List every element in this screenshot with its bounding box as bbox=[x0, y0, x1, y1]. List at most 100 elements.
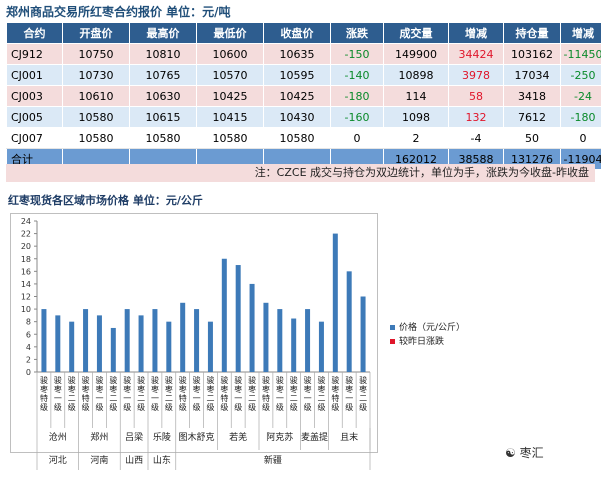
y-tick-label: 8 bbox=[26, 318, 31, 327]
city-label: 吕梁 bbox=[125, 431, 143, 443]
y-tick-label: 16 bbox=[21, 267, 31, 276]
quote-table: 合约 开盘价 最高价 最低价 收盘价 涨跌 成交量 增减 持仓量 增减 CJ912 10750 1081… bbox=[6, 22, 601, 170]
table-cell: -250 bbox=[560, 64, 601, 86]
table-cell: -4 bbox=[448, 127, 504, 149]
table-cell: 10615 bbox=[129, 106, 197, 128]
table-cell: 3978 bbox=[448, 64, 504, 86]
x-tick-label: 骏枣二级 bbox=[359, 375, 367, 412]
table-cell: 34424 bbox=[448, 43, 504, 65]
bar bbox=[194, 309, 200, 372]
bar bbox=[263, 302, 269, 372]
chart-title: 红枣现货各区域市场价格 单位：元/公斤 bbox=[8, 194, 203, 207]
bar bbox=[346, 271, 352, 372]
table-note: 注：CZCE 成交与持仓为双边统计，单位为手，涨跌为今收盘-昨收盘 bbox=[6, 164, 595, 182]
bar bbox=[318, 321, 324, 372]
table-cell: 17034 bbox=[503, 64, 561, 86]
y-tick-label: 4 bbox=[26, 343, 31, 352]
bar bbox=[41, 309, 47, 372]
table-cell: 10425 bbox=[263, 85, 331, 107]
x-tick-label: 骏枣一级 bbox=[95, 375, 103, 412]
x-tick-label: 骏枣一级 bbox=[193, 375, 201, 412]
table-cell: 10810 bbox=[129, 43, 197, 65]
page-title: 郑州商品交易所红枣合约报价 单位：元/吨 bbox=[6, 5, 231, 19]
bar bbox=[277, 309, 283, 372]
x-tick-label: 骏枣特级 bbox=[220, 375, 228, 412]
table-cell: 10415 bbox=[196, 106, 264, 128]
table-cell: 1098 bbox=[383, 106, 449, 128]
table-cell: 10765 bbox=[129, 64, 197, 86]
x-tick-label: 骏枣一级 bbox=[54, 375, 62, 412]
city-label: 麦盖提 bbox=[301, 431, 328, 443]
x-tick-label: 骏枣二级 bbox=[317, 375, 325, 412]
table-cell: 10750 bbox=[62, 43, 130, 65]
bar bbox=[124, 309, 130, 372]
y-tick-label: 0 bbox=[26, 368, 31, 377]
column-header: 持仓量 bbox=[503, 22, 561, 44]
y-tick-label: 24 bbox=[21, 217, 31, 226]
province-label: 山西 bbox=[125, 455, 143, 466]
x-tick-label: 骏枣二级 bbox=[109, 375, 117, 412]
bar bbox=[249, 283, 255, 372]
legend-swatch bbox=[390, 325, 395, 330]
table-cell: CJ001 bbox=[6, 64, 63, 86]
x-tick-label: 骏枣特级 bbox=[331, 375, 339, 412]
x-tick-label: 骏枣特级 bbox=[262, 375, 270, 412]
bar bbox=[207, 321, 213, 372]
bar bbox=[332, 233, 338, 372]
table-cell: 10730 bbox=[62, 64, 130, 86]
table-cell: 114 bbox=[383, 85, 449, 107]
province-label: 山东 bbox=[153, 454, 171, 466]
bar bbox=[235, 265, 241, 372]
x-tick-label: 骏枣特级 bbox=[82, 375, 90, 412]
table-cell: 10580 bbox=[263, 127, 331, 149]
bar bbox=[83, 309, 89, 372]
table-cell: 10600 bbox=[196, 43, 264, 65]
column-header: 收盘价 bbox=[263, 22, 331, 44]
table-cell: 149900 bbox=[383, 43, 449, 65]
table-header-row: 合约 开盘价 最高价 最低价 收盘价 涨跌 成交量 增减 持仓量 增减 bbox=[6, 22, 601, 44]
table-row: CJ001 10730 10765 10570 10595 -140 10898 3978 17… bbox=[6, 64, 601, 86]
bar bbox=[305, 309, 311, 372]
x-tick-label: 骏枣二级 bbox=[206, 375, 214, 412]
province-label: 河南 bbox=[90, 454, 108, 466]
bar bbox=[138, 315, 144, 372]
x-tick-label: 骏枣特级 bbox=[179, 375, 187, 412]
city-label: 沧州 bbox=[49, 431, 67, 443]
x-tick-label: 骏枣一级 bbox=[276, 375, 284, 412]
table-cell: 3418 bbox=[503, 85, 561, 107]
bar bbox=[110, 327, 116, 372]
table-row: CJ007 10580 10580 10580 10580 0 2 -4 50 0 bbox=[6, 127, 601, 149]
x-tick-label: 骏枣二级 bbox=[165, 375, 173, 412]
table-cell: 10580 bbox=[196, 127, 264, 149]
table-cell: 10630 bbox=[129, 85, 197, 107]
bar bbox=[69, 321, 75, 372]
x-tick-label: 骏枣一级 bbox=[151, 375, 159, 412]
x-tick-label: 骏枣二级 bbox=[68, 375, 76, 412]
legend-swatch bbox=[390, 339, 395, 344]
bar bbox=[221, 258, 227, 372]
y-tick-label: 12 bbox=[21, 293, 31, 302]
table-cell: 132 bbox=[448, 106, 504, 128]
table-cell: 10595 bbox=[263, 64, 331, 86]
table-cell: 103162 bbox=[503, 43, 561, 65]
y-tick-label: 2 bbox=[26, 355, 31, 364]
province-label: 河北 bbox=[49, 454, 67, 466]
y-tick-label: 6 bbox=[26, 330, 31, 339]
column-header: 增减 bbox=[448, 22, 504, 44]
x-tick-label: 骏枣一级 bbox=[345, 375, 353, 412]
table-cell: 10580 bbox=[62, 106, 130, 128]
city-label: 且末 bbox=[340, 431, 358, 443]
table-row: CJ005 10580 10615 10415 10430 -160 1098 132 7612… bbox=[6, 106, 601, 128]
column-header: 成交量 bbox=[383, 22, 449, 44]
bar bbox=[55, 315, 61, 372]
table-cell: 0 bbox=[330, 127, 384, 149]
bar bbox=[291, 318, 297, 372]
column-header: 最高价 bbox=[129, 22, 197, 44]
table-cell: 10570 bbox=[196, 64, 264, 86]
column-header: 合约 bbox=[6, 22, 63, 44]
x-tick-label: 骏枣特级 bbox=[40, 375, 48, 412]
x-tick-label: 骏枣一级 bbox=[123, 375, 131, 412]
table-cell: CJ003 bbox=[6, 85, 63, 107]
table-cell: -150 bbox=[330, 43, 384, 65]
